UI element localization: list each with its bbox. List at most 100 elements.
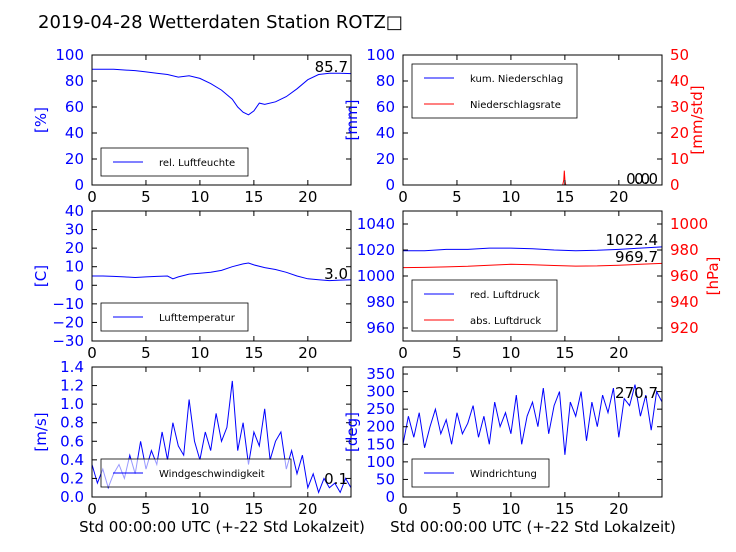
- x-tick-label: 10: [190, 500, 209, 518]
- y2-tick-label: 40: [670, 72, 689, 90]
- y-tick-label: 0: [385, 488, 395, 506]
- y-tick-label: −30: [52, 332, 84, 350]
- y-tick-label: 40: [65, 124, 84, 142]
- x-tick-label: 5: [141, 188, 151, 206]
- current-value-label: 3.0: [324, 265, 348, 283]
- x-tick-label: 0: [398, 500, 408, 518]
- y-tick-label: −10: [52, 295, 84, 313]
- y-axis-label: [%]: [32, 107, 50, 133]
- x-tick-label: 5: [452, 188, 462, 206]
- series-precipitation-1: [403, 170, 662, 185]
- y2-tick-label: 50: [670, 46, 689, 64]
- x-tick-label: 15: [555, 500, 574, 518]
- plot-frame-temperature: [91, 210, 352, 342]
- y2-tick-label: 980: [670, 241, 699, 259]
- current-value-label: 85.7: [315, 58, 348, 76]
- panel-precipitation: 0 5 10 15 20 0 20 40 60 80 100 0 10 20 30 40 50 [mm] [mm/s…: [343, 46, 706, 206]
- legend-label: kum. Niederschlag: [470, 74, 563, 85]
- y-tick-label: 20: [376, 150, 395, 168]
- y2-tick-label: 20: [670, 124, 689, 142]
- current-value-label-2: 0.0: [626, 170, 650, 188]
- series-pressure-0: [403, 246, 662, 252]
- y2-tick-label: 30: [670, 98, 689, 116]
- y2-tick-label: 940: [670, 293, 699, 311]
- x-tick-label: 10: [190, 188, 209, 206]
- x-tick-label: 10: [501, 500, 520, 518]
- panel-temperature: 0 5 10 15 20−30−20−10010203040[C]Lufttempera…: [32, 202, 352, 362]
- y-axis-label: [mm]: [343, 100, 361, 141]
- y-axis-label: [deg]: [343, 412, 361, 452]
- series-temperature-0: [92, 262, 351, 282]
- y-tick-label: 0.0: [60, 488, 84, 506]
- y-tick-label: 60: [376, 98, 395, 116]
- x-tick-label: 0: [398, 344, 408, 362]
- legend-precipitation: [411, 63, 578, 119]
- x-tick-label: 20: [609, 500, 628, 518]
- legend-label: red. Luftdruck: [470, 290, 540, 301]
- x-tick-label: 20: [609, 344, 628, 362]
- y-axis-label: [m/s]: [32, 412, 50, 451]
- figure-title: 2019-04-28 Wetterdaten Station ROTZ□: [38, 12, 403, 33]
- x-tick-label: 0: [87, 188, 97, 206]
- legend-label: Windgeschwindigkeit: [159, 469, 265, 480]
- series-pressure-1: [403, 262, 662, 269]
- y-tick-label: 200: [366, 418, 395, 436]
- plot-frame-precipitation: [402, 54, 663, 186]
- y-tick-label: 0: [74, 176, 84, 194]
- legend-label: Windrichtung: [470, 469, 537, 480]
- y2-tick-label: 960: [670, 267, 699, 285]
- x-tick-label: 15: [244, 188, 263, 206]
- plot-frame-windspeed: [91, 366, 352, 498]
- x-tick-label: 5: [141, 500, 151, 518]
- y-axis-label: [C]: [32, 265, 50, 287]
- x-tick-label: 10: [501, 344, 520, 362]
- y-tick-label: 0.8: [60, 414, 84, 432]
- y-tick-label: 80: [65, 72, 84, 90]
- y-tick-label: 100: [55, 46, 84, 64]
- current-value-label-2: 969.7: [615, 248, 658, 266]
- y-tick-label: 0: [385, 176, 395, 194]
- y-tick-label: 1.0: [60, 395, 84, 413]
- y2-axis-label: [mm/std]: [688, 85, 706, 154]
- x-tick-label: 5: [452, 344, 462, 362]
- panel-humidity: 0 5 10 15 20 0 20 40 60 80 100 [%] rel. Luftfeuchte 8…: [32, 46, 352, 206]
- y-tick-label: 300: [366, 383, 395, 401]
- x-axis-label-right: Std 00:00:00 UTC (+-22 Std Lokalzeit): [390, 518, 676, 536]
- x-tick-label: 10: [190, 344, 209, 362]
- current-value-label: 0.0: [634, 170, 658, 188]
- current-value-label: 0.1: [324, 470, 348, 488]
- y-tick-label: 40: [65, 202, 84, 220]
- x-tick-label: 15: [555, 188, 574, 206]
- x-tick-label: 20: [298, 344, 317, 362]
- x-tick-label: 10: [501, 188, 520, 206]
- plot-frame-winddirection: [402, 366, 663, 498]
- x-tick-label: 20: [298, 188, 317, 206]
- panel-pressure: 0 5 10 15 20 960 980 1000 1020 1040 920 940 960 980 10…: [357, 210, 722, 362]
- y-tick-label: 0.2: [60, 469, 84, 487]
- y2-tick-label: 1000: [670, 215, 708, 233]
- y-tick-label: 20: [65, 239, 84, 257]
- y-tick-label: −20: [52, 313, 84, 331]
- y2-tick-label: 0: [670, 176, 680, 194]
- legend-label: abs. Luftdruck: [470, 316, 541, 327]
- legend-label: rel. Luftfeuchte: [159, 158, 235, 169]
- current-value-label: 270.7: [615, 384, 658, 402]
- x-tick-label: 5: [141, 344, 151, 362]
- y-tick-label: 1020: [357, 241, 395, 259]
- panel-winddirection: 0 5 10 15 20050100150200250300350[deg]Windri…: [343, 365, 663, 518]
- y-tick-label: 960: [366, 319, 395, 337]
- y-tick-label: 50: [376, 470, 395, 488]
- y-tick-label: 350: [366, 365, 395, 383]
- y-tick-label: 100: [366, 453, 395, 471]
- y-axis-label: [hPa]: [704, 257, 722, 296]
- panel-windspeed: 0 5 10 15 20 0.00.20.40.60.81.01.21.4 [m/s] Win…: [32, 358, 352, 518]
- y-tick-label: 1.2: [60, 377, 84, 395]
- y-tick-label: 1000: [357, 267, 395, 285]
- y-tick-label: 20: [65, 150, 84, 168]
- x-tick-label: 5: [452, 500, 462, 518]
- y-tick-label: 100: [366, 46, 395, 64]
- y-tick-label: 80: [376, 72, 395, 90]
- y-tick-label: 0: [74, 276, 84, 294]
